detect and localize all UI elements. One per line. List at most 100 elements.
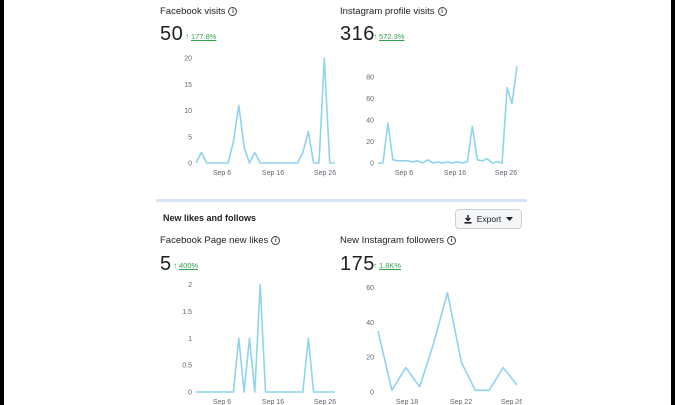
data-point[interactable] bbox=[258, 283, 262, 287]
data-point[interactable] bbox=[446, 160, 450, 164]
data-point[interactable] bbox=[381, 161, 385, 165]
data-point[interactable] bbox=[221, 161, 225, 165]
data-point[interactable] bbox=[210, 390, 214, 394]
data-point[interactable] bbox=[210, 161, 214, 165]
data-point[interactable] bbox=[386, 121, 390, 125]
data-point[interactable] bbox=[285, 390, 289, 394]
data-point[interactable] bbox=[416, 159, 420, 163]
data-point[interactable] bbox=[264, 390, 268, 394]
data-point[interactable] bbox=[215, 390, 219, 394]
data-point[interactable] bbox=[465, 160, 469, 164]
info-icon[interactable]: i bbox=[447, 236, 457, 245]
data-point[interactable] bbox=[500, 161, 504, 165]
data-point[interactable] bbox=[333, 161, 337, 165]
data-point[interactable] bbox=[269, 161, 273, 165]
data-point[interactable] bbox=[194, 161, 198, 165]
data-point[interactable] bbox=[317, 161, 321, 165]
data-point[interactable] bbox=[312, 161, 316, 165]
data-point[interactable] bbox=[376, 329, 380, 333]
data-point[interactable] bbox=[406, 159, 410, 163]
data-point[interactable] bbox=[317, 390, 321, 394]
data-point[interactable] bbox=[264, 161, 268, 165]
data-point[interactable] bbox=[455, 160, 459, 164]
data-point[interactable] bbox=[432, 341, 436, 345]
data-point[interactable] bbox=[376, 161, 380, 165]
info-icon[interactable]: i bbox=[437, 7, 447, 16]
data-point[interactable] bbox=[515, 64, 519, 68]
data-point[interactable] bbox=[306, 336, 310, 340]
data-point[interactable] bbox=[421, 161, 425, 165]
data-point[interactable] bbox=[459, 360, 463, 364]
data-point[interactable] bbox=[487, 388, 491, 392]
data-point[interactable] bbox=[446, 291, 450, 295]
info-icon[interactable]: i bbox=[228, 7, 238, 16]
data-point[interactable] bbox=[426, 158, 430, 162]
data-point[interactable] bbox=[495, 160, 499, 164]
data-point[interactable] bbox=[237, 103, 241, 107]
data-point[interactable] bbox=[296, 390, 300, 394]
data-point[interactable] bbox=[460, 161, 464, 165]
export-button[interactable]: Export bbox=[455, 209, 522, 229]
data-point[interactable] bbox=[231, 140, 235, 144]
data-point[interactable] bbox=[404, 366, 408, 370]
data-point[interactable] bbox=[226, 390, 230, 394]
data-point[interactable] bbox=[501, 366, 505, 370]
data-point[interactable] bbox=[328, 161, 332, 165]
data-point[interactable] bbox=[322, 390, 326, 394]
data-point[interactable] bbox=[515, 383, 519, 387]
instagram-profile-visits-delta-value[interactable]: 572.3% bbox=[379, 32, 405, 41]
data-point[interactable] bbox=[280, 161, 284, 165]
data-point[interactable] bbox=[290, 390, 294, 394]
data-point[interactable] bbox=[274, 390, 278, 394]
data-point[interactable] bbox=[258, 161, 262, 165]
data-point[interactable] bbox=[328, 390, 332, 394]
data-point[interactable] bbox=[431, 161, 435, 165]
data-point[interactable] bbox=[199, 390, 203, 394]
data-point[interactable] bbox=[221, 390, 225, 394]
data-point[interactable] bbox=[396, 159, 400, 163]
data-point[interactable] bbox=[510, 102, 514, 106]
data-point[interactable] bbox=[215, 161, 219, 165]
data-point[interactable] bbox=[301, 151, 305, 155]
data-point[interactable] bbox=[285, 161, 289, 165]
data-point[interactable] bbox=[322, 56, 326, 60]
data-point[interactable] bbox=[205, 390, 209, 394]
data-point[interactable] bbox=[485, 157, 489, 161]
data-point[interactable] bbox=[475, 158, 479, 162]
data-point[interactable] bbox=[436, 160, 440, 164]
data-point[interactable] bbox=[247, 336, 251, 340]
data-point[interactable] bbox=[312, 390, 316, 394]
facebook-visits-delta-value[interactable]: 177.8% bbox=[191, 32, 217, 41]
new-instagram-followers-delta-value[interactable]: 1.8K% bbox=[379, 261, 402, 270]
data-point[interactable] bbox=[194, 390, 198, 394]
data-point[interactable] bbox=[296, 161, 300, 165]
data-point[interactable] bbox=[505, 86, 509, 90]
data-point[interactable] bbox=[253, 390, 257, 394]
info-icon[interactable]: i bbox=[271, 236, 281, 245]
data-point[interactable] bbox=[390, 388, 394, 392]
data-point[interactable] bbox=[242, 145, 246, 149]
data-point[interactable] bbox=[226, 161, 230, 165]
data-point[interactable] bbox=[247, 161, 251, 165]
data-point[interactable] bbox=[280, 390, 284, 394]
data-point[interactable] bbox=[391, 158, 395, 162]
data-point[interactable] bbox=[470, 124, 474, 128]
data-point[interactable] bbox=[490, 161, 494, 165]
data-point[interactable] bbox=[253, 151, 257, 155]
data-point[interactable] bbox=[290, 161, 294, 165]
data-point[interactable] bbox=[411, 160, 415, 164]
data-point[interactable] bbox=[418, 385, 422, 389]
data-point[interactable] bbox=[450, 161, 454, 165]
data-point[interactable] bbox=[333, 390, 337, 394]
data-point[interactable] bbox=[242, 390, 246, 394]
data-point[interactable] bbox=[269, 390, 273, 394]
data-point[interactable] bbox=[301, 390, 305, 394]
facebook-page-new-likes-delta-value[interactable]: 400% bbox=[179, 261, 199, 270]
data-point[interactable] bbox=[231, 390, 235, 394]
data-point[interactable] bbox=[480, 159, 484, 163]
data-point[interactable] bbox=[205, 161, 209, 165]
data-point[interactable] bbox=[441, 161, 445, 165]
data-point[interactable] bbox=[199, 151, 203, 155]
data-point[interactable] bbox=[473, 388, 477, 392]
data-point[interactable] bbox=[401, 159, 405, 163]
